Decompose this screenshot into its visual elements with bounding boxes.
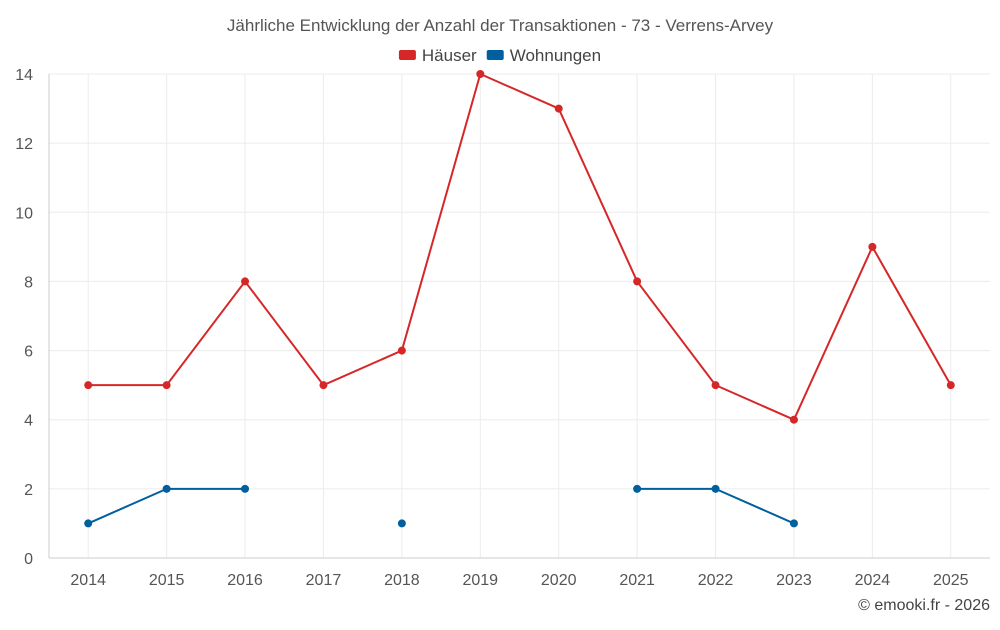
y-tick-label: 4	[24, 413, 33, 430]
series-line-h-user	[88, 73, 952, 421]
data-point-h-user[interactable]	[554, 104, 563, 113]
data-point-h-user[interactable]	[319, 381, 328, 390]
data-point-h-user[interactable]	[476, 70, 485, 78]
data-point-wohnungen[interactable]	[711, 484, 720, 493]
data-point-wohnungen[interactable]	[241, 484, 250, 493]
x-tick-label: 2018	[384, 572, 420, 589]
x-tick-label: 2022	[698, 572, 734, 589]
y-tick-label: 8	[24, 274, 33, 291]
data-point-h-user[interactable]	[711, 381, 720, 390]
y-tick-label: 12	[15, 136, 33, 153]
data-point-wohnungen[interactable]	[162, 484, 171, 493]
data-point-wohnungen[interactable]	[84, 519, 93, 528]
x-tick-label: 2014	[70, 572, 106, 589]
x-tick-label: 2016	[227, 572, 263, 589]
y-tick-label: 2	[24, 482, 33, 499]
data-point-wohnungen[interactable]	[789, 519, 798, 528]
axes: 0 2 4 6 8 10 12 14 2014 2015 2016 2017 2018 2019 2020 2…	[15, 67, 990, 589]
chart-title: Jährliche Entwicklung der Anzahl der Tra…	[227, 16, 774, 35]
legend-swatch	[486, 50, 504, 60]
series-wohnungen	[84, 484, 798, 528]
legend: Häuser Wohnungen	[398, 46, 601, 65]
x-tick-label: 2024	[855, 572, 891, 589]
data-point-h-user[interactable]	[946, 381, 955, 390]
x-tick-label: 2015	[149, 572, 185, 589]
data-point-wohnungen[interactable]	[633, 484, 642, 493]
legend-label: Häuser	[422, 46, 477, 65]
grid	[49, 73, 990, 558]
x-tick-label: 2025	[933, 572, 969, 589]
x-tick-label: 2021	[619, 572, 655, 589]
legend-swatch	[398, 50, 416, 60]
data-point-h-user[interactable]	[241, 277, 250, 286]
data-point-h-user[interactable]	[397, 346, 406, 355]
data-point-wohnungen[interactable]	[397, 519, 406, 528]
series-h-user	[84, 70, 955, 424]
legend-item-wohnungen[interactable]: Wohnungen	[486, 46, 601, 65]
y-tick-label: 14	[15, 67, 33, 84]
series-layer	[84, 70, 955, 528]
x-tick-label: 2023	[776, 572, 812, 589]
data-point-h-user[interactable]	[84, 381, 93, 390]
y-tick-label: 0	[24, 551, 33, 568]
x-tick-label: 2017	[306, 572, 342, 589]
y-tick-label: 10	[15, 205, 33, 222]
data-point-h-user[interactable]	[789, 415, 798, 424]
legend-item-h-user[interactable]: Häuser	[398, 46, 477, 65]
data-point-h-user[interactable]	[162, 381, 171, 390]
credit-text: © emooki.fr - 2026	[858, 597, 990, 614]
legend-label: Wohnungen	[510, 46, 601, 65]
y-tick-label: 6	[24, 344, 33, 361]
data-point-h-user[interactable]	[633, 277, 642, 286]
x-tick-label: 2019	[462, 572, 498, 589]
x-tick-label: 2020	[541, 572, 577, 589]
data-point-h-user[interactable]	[868, 242, 877, 251]
